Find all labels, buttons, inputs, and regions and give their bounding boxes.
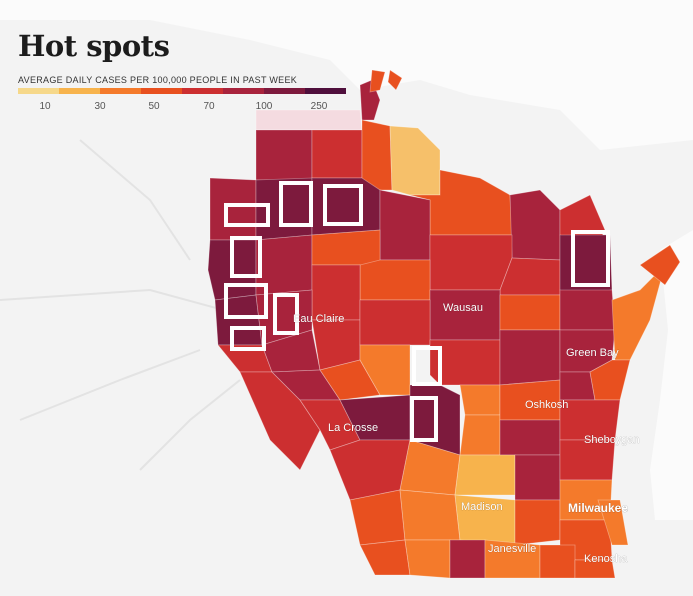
county-burnett — [209, 177, 257, 241]
hotspot-box-10 — [410, 396, 438, 442]
legend-tick-30: 30 — [94, 101, 106, 112]
county-outagamie — [559, 371, 596, 401]
label-oshkosh: Oshkosh — [525, 399, 568, 411]
county-marquette — [459, 414, 501, 456]
county-apostle — [369, 69, 386, 93]
legend-swatch-8 — [305, 88, 346, 94]
county-brown — [589, 359, 631, 401]
county-washburn — [255, 177, 313, 241]
county-marathon — [429, 289, 501, 341]
hotspot-box-1 — [224, 203, 270, 227]
legend-swatch-1 — [18, 88, 59, 94]
county-columbia — [454, 454, 516, 496]
county-oneida — [429, 234, 513, 291]
county-ashland — [361, 119, 393, 191]
county-chippewa — [311, 264, 361, 321]
county-door-tip — [639, 244, 681, 286]
county-iowa — [404, 539, 451, 579]
hotspot-box-9 — [412, 346, 442, 386]
county-douglas — [255, 129, 313, 181]
legend-tick-70: 70 — [203, 101, 215, 112]
label-eau-claire: Eau Claire — [293, 313, 344, 325]
county-adams — [459, 384, 501, 416]
hotspot-highlights — [224, 181, 610, 442]
county-richland — [399, 489, 461, 541]
label-kenosha: Kenosha — [584, 553, 628, 565]
legend-swatch-5 — [182, 88, 223, 94]
hotspot-box-3 — [323, 184, 363, 226]
county-winnebago — [499, 419, 561, 456]
hotspot-box-8 — [571, 230, 610, 287]
legend-swatch-2 — [59, 88, 100, 94]
legend-tick-100: 100 — [255, 101, 273, 112]
page-title: Hot spots — [18, 29, 170, 63]
county-sheboygan — [559, 439, 616, 481]
label-green-bay: Green Bay — [566, 347, 619, 359]
legend-tick-50: 50 — [148, 101, 160, 112]
hotspot-box-6 — [273, 293, 299, 335]
county-apostle-b — [387, 69, 403, 91]
legend-color-bar — [18, 88, 346, 94]
label-la-crosse: La Crosse — [328, 422, 378, 434]
legend-swatch-4 — [141, 88, 182, 94]
hotspot-box-7 — [230, 326, 266, 351]
county-shawano — [499, 329, 561, 386]
label-wausau: Wausau — [443, 302, 483, 314]
county-monroe-n — [359, 344, 411, 396]
legend-swatch-7 — [264, 88, 305, 94]
county-clark — [359, 299, 431, 346]
county-douglas-top — [255, 109, 363, 131]
county-price — [379, 189, 431, 261]
hotspot-box-2 — [279, 181, 313, 227]
county-rock — [539, 544, 576, 579]
county-oconto — [559, 289, 616, 331]
county-dodge — [514, 499, 561, 546]
label-janesville: Janesville — [488, 543, 536, 555]
legend-tick-10: 10 — [39, 101, 51, 112]
legend-swatch-3 — [100, 88, 141, 94]
legend-caption: AVERAGE DAILY CASES PER 100,000 PEOPLE I… — [18, 75, 298, 85]
county-langlade — [499, 294, 561, 331]
county-crawford — [349, 489, 406, 546]
label-madison: Madison — [461, 501, 503, 513]
label-sheboygan: Sheboygan — [584, 434, 640, 446]
county-milwaukee — [597, 499, 629, 546]
county-kenosha — [574, 559, 616, 579]
hotspot-box-4 — [230, 236, 262, 278]
lake-superior — [0, 0, 693, 150]
legend-tick-250: 250 — [310, 101, 328, 112]
county-st-croix — [214, 294, 263, 346]
county-lafayette — [449, 539, 486, 579]
county-taylor — [359, 259, 431, 301]
legend-swatch-6 — [223, 88, 264, 94]
label-milwaukee: Milwaukee — [568, 501, 628, 515]
county-bayfield — [311, 129, 363, 179]
lake-michigan — [650, 230, 693, 520]
county-fond-du-lac — [514, 454, 561, 501]
hotspot-box-5 — [224, 283, 268, 319]
